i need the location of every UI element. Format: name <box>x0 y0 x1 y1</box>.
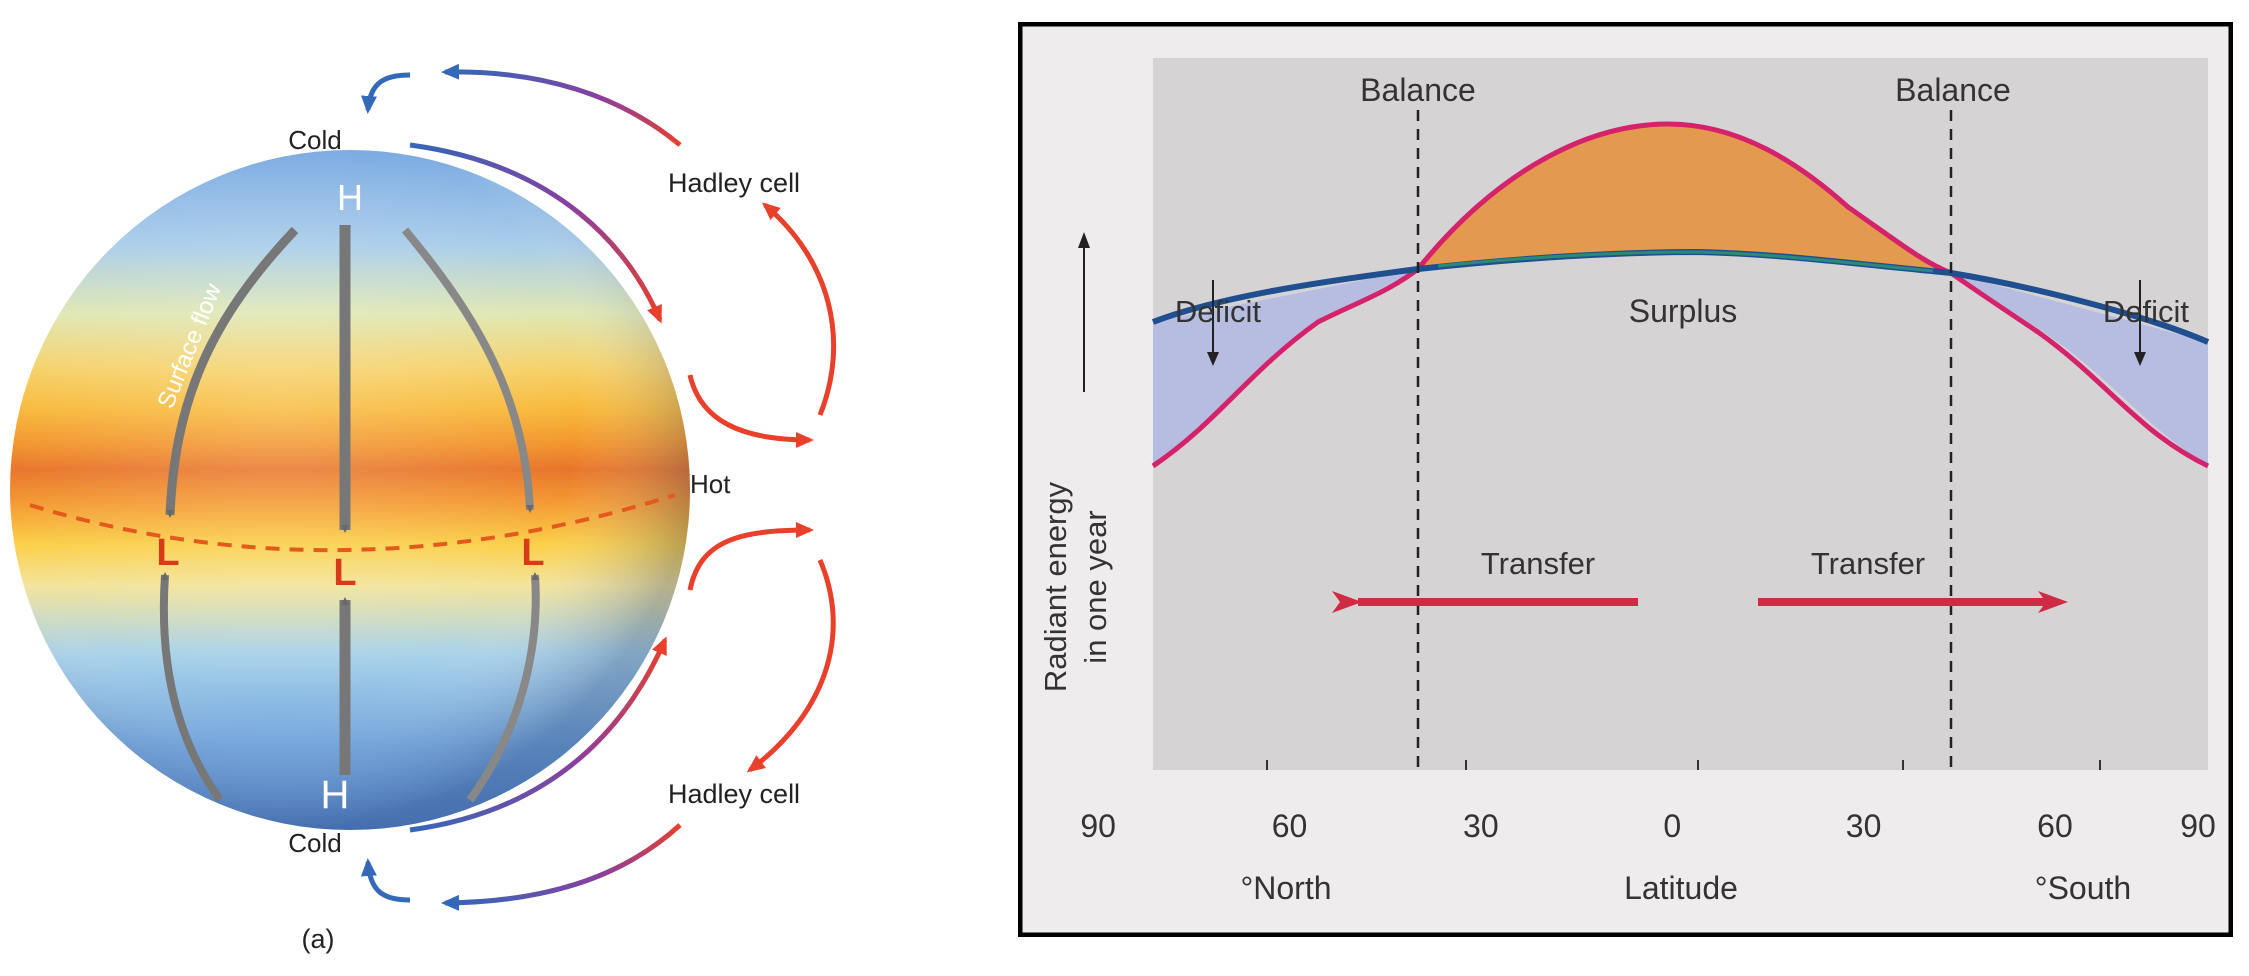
hadley-globe-diagram: H H L L L Surface flow Cold Cold Hot <box>0 0 1000 971</box>
chart-svg: Balance Balance Deficit Deficit Surplus … <box>1018 22 2233 937</box>
hot-label: Hot <box>690 469 731 499</box>
globe-svg: H H L L L Surface flow Cold Cold Hot <box>0 0 1000 971</box>
deficit-label-left: Deficit <box>1175 294 1262 329</box>
downward-arc-arrow-bottom <box>750 560 833 770</box>
balance-label-left: Balance <box>1360 72 1476 108</box>
transfer-label-left: Transfer <box>1481 546 1595 581</box>
hadley-cell-label-top: Hadley cell <box>668 168 800 198</box>
deficit-label-right: Deficit <box>2103 294 2190 329</box>
x-axis-label: Latitude <box>1624 870 1738 906</box>
panel-caption: (a) <box>302 924 335 954</box>
x-tick-label: 60 <box>1272 808 1308 844</box>
cold-label-top: Cold <box>288 125 341 155</box>
low-pressure-left: L <box>156 532 179 574</box>
y-axis-label-line2: in one year <box>1078 510 1113 663</box>
rising-flow-arrow-top <box>690 375 810 440</box>
transfer-label-right: Transfer <box>1811 546 1925 581</box>
blue-return-arrow-top <box>368 75 410 110</box>
low-pressure-center: L <box>333 552 356 594</box>
balance-label-right: Balance <box>1895 72 2011 108</box>
x-tick-label: 60 <box>2037 808 2073 844</box>
x-tick-label: 90 <box>2180 808 2216 844</box>
x-tick-label: 90 <box>1080 808 1116 844</box>
x-tick-label: 30 <box>1463 808 1499 844</box>
poleward-arrow-bottom <box>445 825 680 903</box>
blue-return-arrow-bottom <box>368 862 410 900</box>
hadley-cell-label-bottom: Hadley cell <box>668 779 800 809</box>
upward-arc-arrow-top <box>765 205 834 415</box>
x-tick-label: 0 <box>1663 808 1681 844</box>
surplus-label: Surplus <box>1629 293 1738 329</box>
high-pressure-south: H <box>321 773 350 817</box>
south-label: °South <box>2035 870 2131 906</box>
high-pressure-north: H <box>337 177 363 218</box>
y-axis-label-line1: Radiant energy <box>1038 481 1073 692</box>
north-label: °North <box>1240 870 1331 906</box>
x-tick-label: 30 <box>1846 808 1882 844</box>
radiation-balance-chart: Balance Balance Deficit Deficit Surplus … <box>1018 22 2233 937</box>
poleward-arrow-top <box>445 72 680 145</box>
low-pressure-right: L <box>521 532 544 574</box>
cold-label-bottom: Cold <box>288 828 341 858</box>
rising-flow-arrow-bottom <box>690 530 810 590</box>
